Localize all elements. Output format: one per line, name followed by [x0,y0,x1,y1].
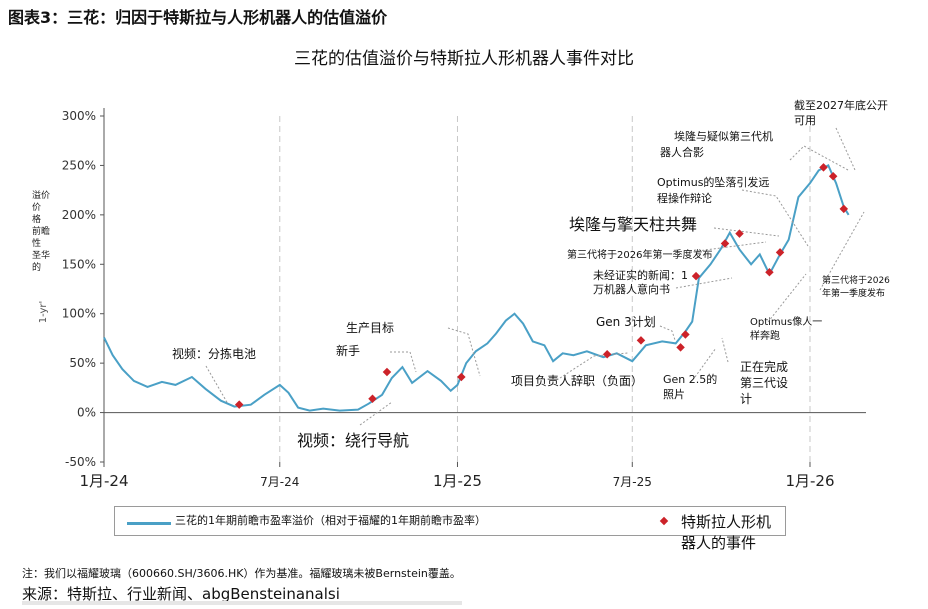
annotation-leader-line [819,211,865,291]
premium-series-line [103,164,850,412]
legend-series-label: 三花的1年期前瞻市盈率溢价（相对于福耀的1年期前瞻市盈率） [175,514,486,527]
y-axis-label-part: 价 [32,202,41,213]
annotation-leader-line [694,347,717,378]
annotation-leader-line [447,327,481,377]
tesla-event-marker [602,350,612,359]
y-tick-label: 0% [77,406,96,420]
event-annotation-text: 年第一季度发布 [822,287,885,299]
y-tick-label: 50% [69,356,96,370]
y-axis-label-part: 溢价 [32,189,50,201]
annotation-leader-line [675,277,733,289]
event-annotation-text: 第三代设 [740,376,788,390]
y-axis-label-part: 的 [32,261,41,273]
legend-line-swatch [127,522,171,525]
tesla-event-marker [234,400,244,409]
annotation-leader-line [559,352,629,379]
annotation-leader-line [767,273,807,323]
tesla-event-marker [457,372,466,382]
event-annotation-text: 可用 [794,114,816,127]
event-annotation-text: 样奔跑 [750,329,780,342]
event-annotation-text: 截至2027年底公开 [794,98,888,112]
event-annotation-text: 照片 [663,388,685,401]
y-axis-label-rotated: 1-yr' [38,301,49,324]
y-tick-label: 300% [62,109,96,123]
event-annotation-text: Optimus像人一 [750,316,822,328]
tesla-event-marker [676,343,685,352]
y-tick-label: 250% [62,158,96,172]
annotation-leader-line [659,325,676,341]
event-annotation-text: Gen 3计划 [596,315,656,329]
y-axis-label-part: 圣华 [32,249,50,261]
tesla-event-marker [368,394,377,403]
y-tick-label: -50% [65,455,96,469]
tesla-event-marker [765,267,774,277]
y-axis-label-part: 格 [32,213,41,225]
event-annotation-text: 埃隆与疑似第三代机 [674,129,773,143]
tesla-event-marker [691,271,701,281]
annotation-leader-line [390,351,417,373]
y-tick-label: 200% [62,208,96,222]
annotation-leader-line [689,241,767,253]
chart-title: 三花的估值溢价与特斯拉人形机器人事件对比 [294,49,634,69]
annotation-leader-line [205,365,229,405]
y-tick-label: 100% [62,307,96,321]
event-annotation-text: 视频：分拣电池 [172,346,256,361]
tesla-event-marker [636,336,646,345]
annotation-leader-line [713,227,780,237]
legend-event-marker [659,516,669,526]
event-annotation-text: 万机器人意向书 [593,282,670,296]
annotation-leader-line [359,401,393,426]
annotation-leader-line [721,337,729,363]
y-axis-label-part: 性 [32,237,41,249]
chart-canvas: 1月-24 7月-24 1月-25 7月-25 1月-26 -50% 0% 50% 100% 15… [32,98,890,490]
legend-event-label: 特斯拉人形机器人的事件 [681,513,772,552]
footnote: 注：我们以福耀玻璃（600660.SH/3606.HK）作为基准。福耀玻璃未被B… [22,567,461,580]
tesla-event-marker [828,172,838,181]
event-annotation-text: 项目负责人辞职（负面） [511,373,643,388]
tesla-event-marker [382,367,392,377]
annotation-leader-line [835,127,856,171]
tesla-event-marker [735,229,744,238]
event-annotation-text: 正在完成 [740,359,788,374]
source-underline [22,601,462,605]
figure-title: 图表3：三花：归因于特斯拉与人形机器人的估值溢价 [8,8,388,27]
x-tick-label: 1月-24 [79,472,128,490]
legend: 三花的1年期前瞻市盈率溢价（相对于福耀的1年期前瞻市盈率） 特斯拉人形机器人的事… [114,506,786,552]
event-annotation-text: 新手 [336,343,360,358]
x-tick-label: 7月-24 [260,475,299,489]
event-annotation-text: 计 [740,392,752,406]
x-tick-label: 1月-26 [785,472,834,490]
event-annotation-text: 第三代将于2026 [822,274,890,286]
y-axis-label-part: 前瞻 [32,225,50,237]
event-annotation-text: 程操作辩论 [657,191,712,205]
event-annotation-text: 未经证实的新闻：1 [593,268,688,282]
y-tick-label: 150% [62,257,96,271]
annotation-leader-line [789,145,849,171]
event-annotation-text: 埃隆与擎天柱共舞 [569,215,697,234]
x-tick-label: 7月-25 [613,475,652,489]
event-annotation-text: 器人合影 [660,145,704,159]
x-tick-label: 1月-25 [433,472,482,490]
event-annotation-text: 第三代将于2026年第一季度发布 [567,248,712,261]
tesla-event-marker [681,330,690,339]
event-annotation-text: 视频：绕行导航 [297,431,409,450]
event-annotation-text: 生产目标 [346,321,394,335]
source-line: 来源：特斯拉、行业新闻、abgBensteinanalsi [22,585,340,603]
event-annotation-text: Optimus的坠落引发远 [657,175,769,189]
event-annotation-text: Gen 2.5的 [663,372,717,386]
